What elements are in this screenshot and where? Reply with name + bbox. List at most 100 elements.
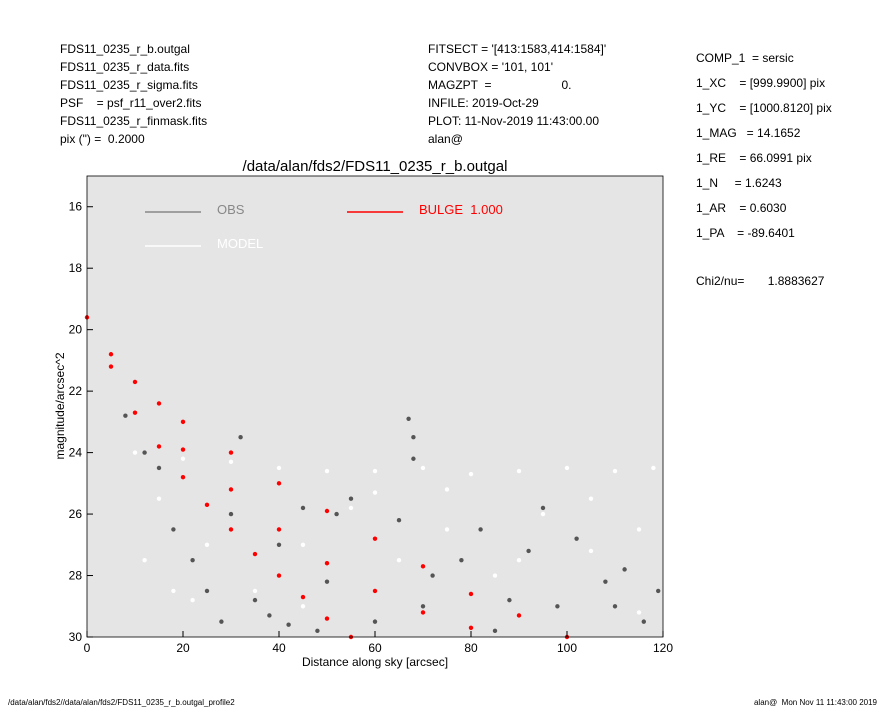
point <box>228 450 234 455</box>
header-right-line: 1_YC = [1000.8120] pix <box>696 101 832 115</box>
legend-label: MODEL <box>217 236 263 251</box>
point <box>228 511 234 517</box>
point <box>641 619 646 624</box>
point <box>156 496 162 501</box>
x-tick-label: 120 <box>653 641 673 655</box>
y-tick-label: 24 <box>69 446 83 460</box>
point <box>300 604 306 609</box>
point <box>622 567 627 572</box>
header-right-line: 1_XC = [999.9900] pix <box>696 76 825 90</box>
header-middle-line: alan@ <box>428 132 463 146</box>
point <box>276 481 282 486</box>
point <box>516 613 522 618</box>
point <box>276 573 282 578</box>
header-middle-line: MAGZPT = 0. <box>428 78 571 92</box>
point <box>142 450 147 455</box>
x-axis-label: Distance along sky [arcsec] <box>302 655 448 669</box>
point <box>180 474 186 480</box>
point <box>267 613 272 618</box>
point <box>396 518 402 523</box>
chi2: Chi2/nu= 1.8883627 <box>696 274 825 288</box>
header-left-line: FDS11_0235_r_b.outgal <box>60 42 190 56</box>
point <box>315 628 320 634</box>
point <box>478 527 483 532</box>
point <box>204 588 210 594</box>
point <box>396 557 402 563</box>
point <box>108 352 114 357</box>
footer-left: /data/alan/fds2//data/alan/fds2/FDS11_02… <box>8 698 235 707</box>
header-right-line: 1_PA = -89.6401 <box>696 226 795 240</box>
point <box>492 628 498 634</box>
point <box>252 588 258 594</box>
point <box>204 542 210 547</box>
point <box>132 410 138 415</box>
chart-title: /data/alan/fds2/FDS11_0235_r_b.outgal <box>243 158 508 175</box>
header-right-line: COMP_1 = sersic <box>696 51 794 65</box>
point <box>516 557 522 563</box>
header-middle-line: CONVBOX = '101, 101' <box>428 60 553 74</box>
y-tick-label: 18 <box>69 261 83 275</box>
y-tick-label: 16 <box>69 200 83 214</box>
point <box>603 579 608 584</box>
header-right-line: 1_MAG = 14.1652 <box>696 126 801 140</box>
point <box>372 490 378 495</box>
point <box>156 444 162 449</box>
point <box>420 610 426 615</box>
header-right-line: 1_N = 1.6243 <box>696 176 782 190</box>
point <box>171 588 176 594</box>
point <box>411 435 416 440</box>
point <box>300 594 306 600</box>
footer-right: alan@ Mon Nov 11 11:43:00 2019 <box>754 698 878 707</box>
point <box>372 619 378 624</box>
point <box>171 527 176 532</box>
point <box>636 527 642 532</box>
x-tick-label: 80 <box>464 641 478 655</box>
point <box>444 527 450 532</box>
point <box>372 468 378 474</box>
point <box>588 496 594 501</box>
point <box>526 548 531 554</box>
point <box>411 456 416 461</box>
x-tick-label: 20 <box>176 641 190 655</box>
x-tick-label: 60 <box>368 641 382 655</box>
point <box>286 622 291 627</box>
x-tick-label: 40 <box>272 641 286 655</box>
point <box>430 573 435 578</box>
point <box>180 456 186 461</box>
header-left-line: FDS11_0235_r_finmask.fits <box>60 114 207 128</box>
point <box>372 536 378 541</box>
point <box>334 511 339 517</box>
point <box>540 505 546 511</box>
point <box>228 527 234 532</box>
point <box>588 548 594 554</box>
point <box>612 604 618 609</box>
header-left-line: PSF = psf_r11_over2.fits <box>60 96 202 110</box>
point <box>180 447 186 452</box>
point <box>420 465 426 471</box>
point <box>238 435 243 440</box>
header-right-line: 1_RE = 66.0991 pix <box>696 151 812 165</box>
point <box>348 505 354 511</box>
header-right-line: 1_AR = 0.6030 <box>696 201 787 215</box>
point <box>324 616 330 621</box>
point <box>204 502 210 508</box>
point <box>132 450 138 455</box>
point <box>228 459 234 465</box>
point <box>656 588 661 594</box>
header-left-line: FDS11_0235_r_sigma.fits <box>60 78 198 92</box>
point <box>651 465 656 471</box>
point <box>540 511 546 517</box>
header-middle-line: PLOT: 11-Nov-2019 11:43:00.00 <box>428 114 599 128</box>
point <box>156 465 162 471</box>
point <box>276 527 282 532</box>
plot-area <box>87 176 663 637</box>
point <box>420 604 426 609</box>
header-middle-line: FITSECT = '[413:1583,414:1584]' <box>428 42 606 56</box>
point <box>276 542 282 547</box>
point <box>372 588 378 594</box>
point <box>252 551 258 557</box>
point <box>468 591 474 597</box>
point <box>468 471 474 477</box>
point <box>348 496 354 501</box>
point <box>300 542 306 547</box>
